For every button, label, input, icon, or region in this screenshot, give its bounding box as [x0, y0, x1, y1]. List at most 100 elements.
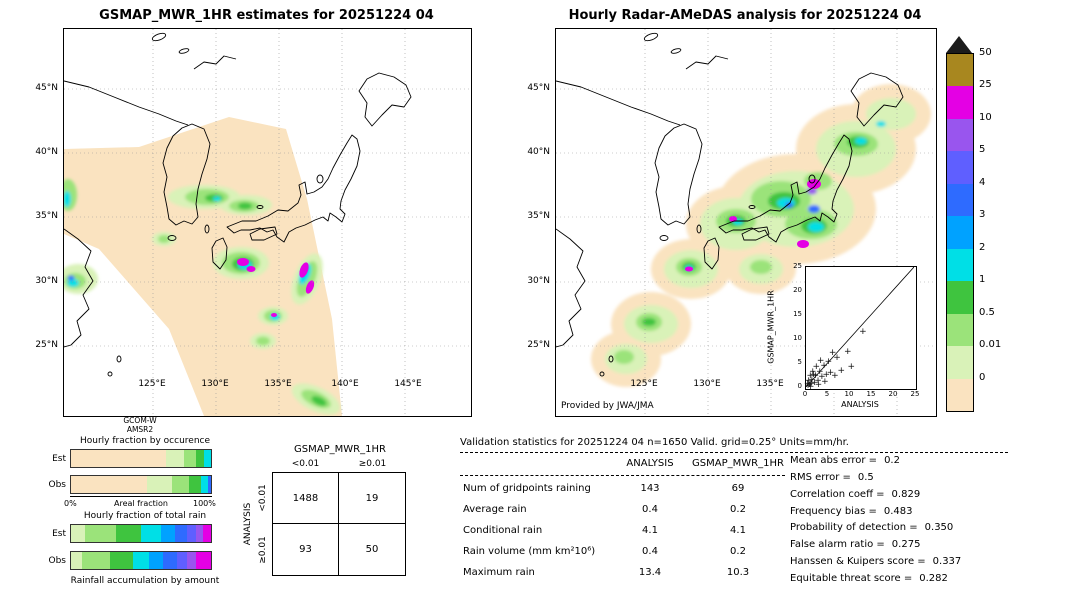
colorbar-segment — [947, 183, 973, 217]
validation-gsmap-value: 0.2 — [730, 546, 746, 557]
precip-cores-right — [685, 179, 821, 272]
contingency-row-label: <0.01 — [258, 484, 268, 512]
colorbar-segment — [947, 248, 973, 282]
lat-label: 40°N — [527, 147, 550, 157]
validation-row-label: Rain volume (mm km²10⁶) — [463, 546, 596, 557]
colorbar-tick-label: 50 — [979, 47, 992, 58]
scatter-point: + — [807, 378, 815, 389]
inset-y-tick: 10 — [793, 334, 802, 342]
bar-segment — [71, 525, 85, 542]
credit-label: Provided by JWA/JMA — [561, 401, 654, 411]
axis-min-label: 0% — [64, 499, 77, 508]
colorbar-tick-label: 0 — [979, 371, 986, 383]
right-map-title: Hourly Radar-AMeDAS analysis for 2025122… — [568, 8, 922, 23]
contingency-col-label: ≥0.01 — [358, 459, 387, 469]
inset-y-tick: 5 — [797, 358, 802, 366]
scatter-point: + — [847, 361, 856, 372]
contingency-cell: 50 — [365, 544, 379, 555]
scatter-point: + — [831, 371, 839, 382]
satellite-name: GCOM-W — [123, 416, 157, 425]
bar-segment — [174, 525, 188, 542]
scatter-point: + — [816, 356, 825, 367]
colorbar-labels: 50 25 10 5 4 3 2 1 0.5 0.01 0 — [979, 0, 1019, 612]
gsmap-col-header: GSMAP_MWR_1HR — [692, 458, 784, 469]
stat-value: 0.2 — [884, 455, 900, 466]
occurrence-bar — [70, 475, 212, 494]
lat-label: 45°N — [527, 83, 550, 93]
scatter-point: + — [811, 371, 820, 382]
colorbar-segment — [947, 54, 973, 87]
inset-x-ticks: 0 5 10 15 20 25 — [803, 390, 920, 400]
stat-label: Frequency bias = — [790, 506, 877, 517]
scatter-point: + — [859, 326, 867, 337]
lat-label: 25°N — [527, 340, 550, 350]
stat-value: 0.275 — [891, 539, 921, 550]
lon-label: 125°E — [138, 379, 166, 389]
lon-label: 130°E — [693, 379, 721, 389]
bar-segment — [71, 450, 167, 467]
colorbar-segment — [947, 281, 973, 314]
stat-value: 0.829 — [891, 489, 921, 500]
bar-segment — [195, 552, 211, 569]
lat-label: 30°N — [35, 276, 58, 286]
bar-segment — [85, 525, 116, 542]
lon-label: 130°E — [201, 379, 229, 389]
validation-row-label: Num of gridpoints raining — [463, 483, 591, 494]
colorbar-tick-label: 5 — [979, 144, 986, 156]
scatter-point: + — [806, 370, 814, 381]
scatter-point: + — [822, 369, 830, 380]
stat-value: 0.282 — [919, 573, 948, 584]
colorbar-segment — [947, 151, 973, 184]
colorbar-segment — [947, 378, 973, 411]
inset-y-tick: 15 — [793, 310, 802, 318]
est-label: Est — [52, 454, 66, 464]
areal-fraction-label: Areal fraction — [114, 499, 168, 508]
inset-y-tick: 25 — [793, 262, 802, 270]
inset-y-ticks: 25 20 15 10 5 0 — [778, 262, 802, 394]
divider — [460, 475, 785, 476]
occurrence-axis — [70, 496, 212, 497]
bar-segment — [146, 476, 172, 493]
bar-segment — [202, 525, 211, 542]
precip-cores-left — [237, 258, 315, 317]
axis-max-label: 100% — [193, 499, 216, 508]
scatter-point: + — [815, 367, 824, 378]
bar-segment — [110, 552, 133, 569]
inset-x-tick: 10 — [844, 390, 854, 398]
validation-gsmap-value: 10.3 — [726, 567, 750, 578]
validation-header: Validation statistics for 20251224 04 n=… — [460, 437, 849, 448]
totalrain-title: Hourly fraction of total rain — [83, 511, 207, 521]
validation-analysis-value: 4.1 — [642, 525, 658, 536]
colorbar-tick-label: 3 — [979, 209, 986, 221]
occurrence-bar — [70, 449, 212, 468]
stat-value: 0.337 — [932, 556, 962, 567]
stat-label: RMS error = — [790, 472, 851, 483]
validation-analysis-value: 13.4 — [638, 567, 662, 578]
inset-x-tick: 20 — [888, 390, 898, 398]
lat-label: 40°N — [35, 147, 58, 157]
scatter-point: + — [803, 379, 812, 390]
totalrain-bar — [70, 524, 212, 543]
contingency-axis-title: GSMAP_MWR_1HR — [294, 444, 386, 455]
scatter-point: + — [809, 366, 817, 377]
obs-label: Obs — [48, 556, 67, 566]
scatter-point: + — [828, 348, 837, 359]
lon-label: 135°E — [756, 379, 784, 389]
rainfall-accumulation-label: Rainfall accumulation by amount — [70, 576, 220, 586]
scatter-point: + — [804, 376, 813, 387]
left-map — [58, 28, 472, 417]
scatter-point: + — [818, 372, 826, 383]
occurrence-title: Hourly fraction by occurence — [79, 436, 211, 446]
scatter-point: + — [810, 377, 819, 388]
colorbar-segment — [947, 313, 973, 347]
scatter-point: + — [844, 347, 852, 358]
bar-segment — [163, 552, 178, 569]
colorbar — [946, 53, 974, 412]
bar-segment — [71, 476, 147, 493]
colorbar-segment — [947, 86, 973, 119]
bar-segment — [115, 525, 141, 542]
scatter-point: + — [837, 365, 846, 376]
stat-value: 0.350 — [924, 522, 954, 533]
obs-label: Obs — [48, 480, 67, 490]
